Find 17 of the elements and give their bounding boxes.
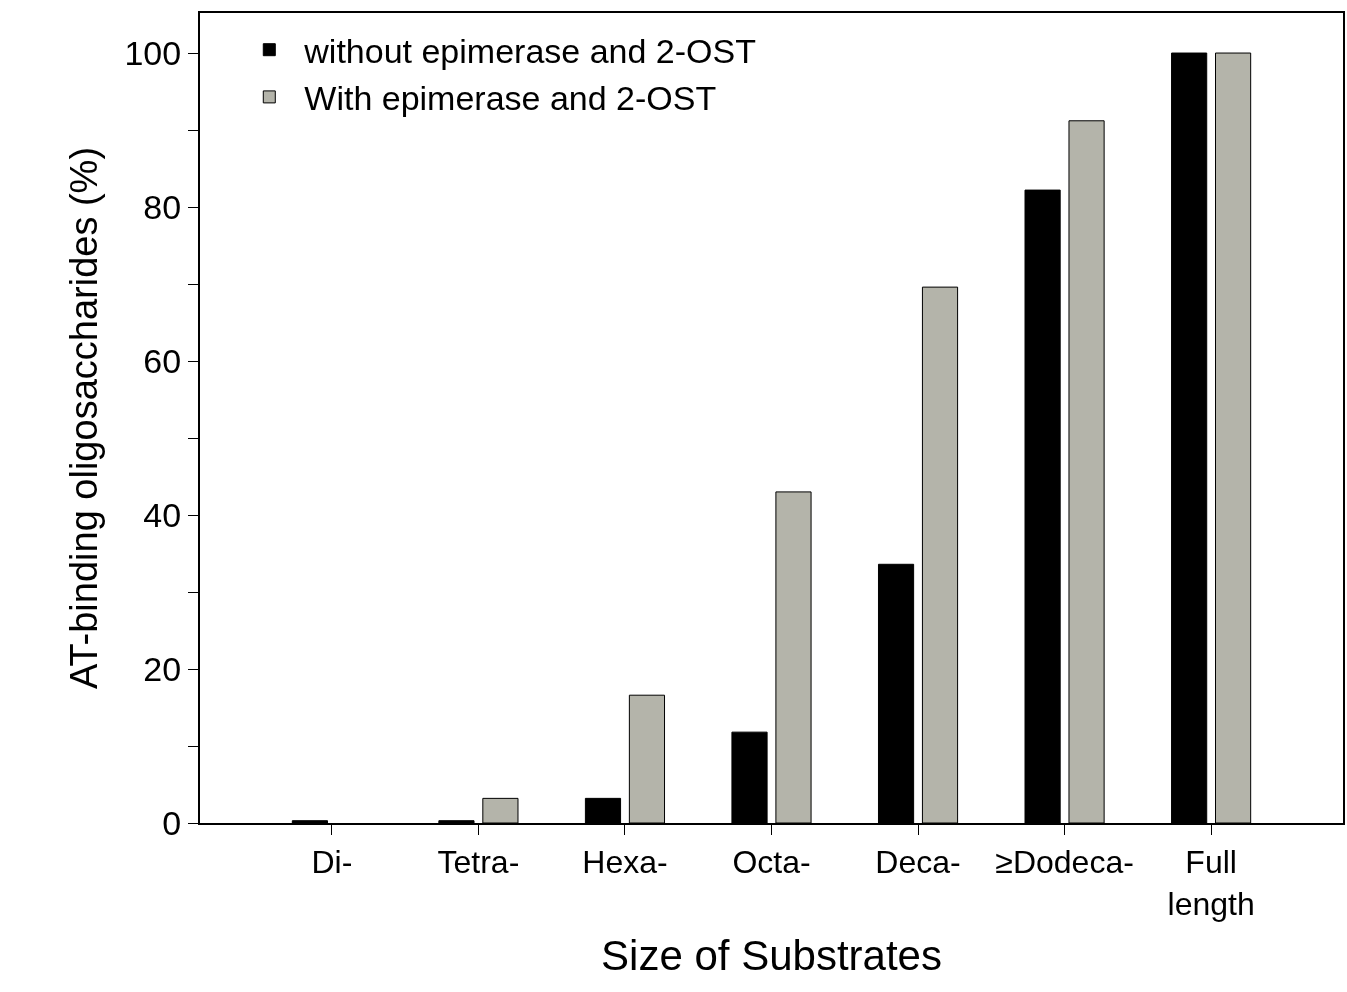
y-axis-title: AT-binding oligosaccharides (%) xyxy=(63,146,106,690)
y-tick-label: 60 xyxy=(143,341,182,380)
x-tick-label: Hexa- xyxy=(582,844,668,881)
x-tick-label: Full length xyxy=(1167,844,1255,922)
y-tick-label: 20 xyxy=(143,649,182,688)
x-tick-label: Di- xyxy=(311,844,353,881)
x-tick-label: Octa- xyxy=(732,844,811,881)
x-tick-label: ≥Dodeca- xyxy=(995,844,1134,881)
legend-label: without epimerase and 2-OST xyxy=(303,31,756,70)
x-tick-label: Deca- xyxy=(875,844,961,881)
y-tick-label: 80 xyxy=(143,187,182,226)
x-tick-label: Tetra- xyxy=(437,844,520,881)
legend-label: With epimerase and 2-OST xyxy=(304,79,717,118)
x-axis-title: Size of Substrates xyxy=(601,932,942,980)
y-tick-label: 100 xyxy=(124,33,182,72)
y-tick-label: 0 xyxy=(162,803,182,842)
y-tick-label: 40 xyxy=(143,495,182,534)
